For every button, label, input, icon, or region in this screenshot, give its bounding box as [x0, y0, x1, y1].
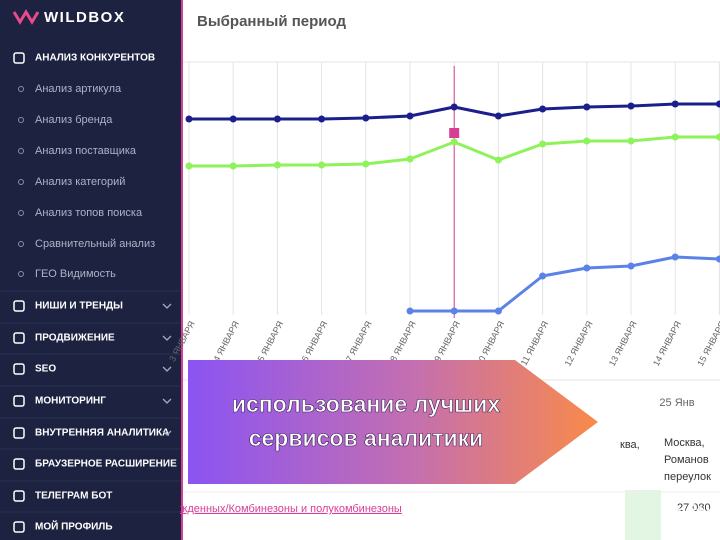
logo: WILDBOX — [44, 9, 125, 26]
point — [185, 162, 193, 170]
page-title: Выбранный период — [197, 13, 346, 30]
table-cell: Москва, — [664, 437, 705, 449]
table-cell: ква, — [620, 439, 640, 451]
chevron — [162, 303, 172, 309]
banner-text: использование лучших — [232, 391, 501, 417]
sidebar — [0, 0, 182, 540]
sidebar-edge — [181, 0, 183, 540]
table-amount: 27 080 — [677, 502, 711, 514]
menu-item[interactable]: ТЕЛЕГРАМ БОТ — [35, 491, 112, 502]
menu-icon — [13, 395, 25, 407]
menu-item[interactable]: БРАУЗЕРНОЕ РАСШИРЕНИЕ — [35, 459, 177, 470]
point — [494, 156, 502, 164]
menu-bullet — [18, 271, 24, 277]
watermark: Avito — [660, 500, 719, 527]
point — [229, 115, 237, 123]
submenu-item[interactable]: ГЕО Видимость — [35, 268, 116, 280]
submenu-item[interactable]: Анализ топов поиска — [35, 207, 143, 219]
chevron — [162, 430, 172, 436]
point — [671, 133, 679, 141]
point — [627, 262, 635, 270]
menu-icon — [13, 458, 25, 470]
submenu-item[interactable]: Анализ категорий — [35, 176, 125, 188]
menu-bullet — [18, 179, 24, 185]
menu-icon — [13, 363, 25, 375]
menu-bullet — [18, 241, 24, 247]
menu-item[interactable]: ПРОДВИЖЕНИЕ — [35, 333, 115, 344]
menu-item[interactable]: SEO — [35, 364, 56, 375]
submenu-item[interactable]: Анализ артикула — [35, 83, 122, 95]
menu: АНАЛИЗ КОНКУРЕНТОВ Анализ артикула Анализ … — [0, 52, 181, 533]
point — [671, 100, 679, 108]
menu-item[interactable]: ВНУТРЕННЯЯ АНАЛИТИКА — [35, 428, 169, 439]
point — [406, 112, 414, 120]
category-link[interactable]: жденных/Комбинезоны и полукомбинезоны — [180, 503, 402, 515]
point — [539, 140, 547, 148]
point — [715, 133, 720, 141]
menu-icon — [13, 332, 25, 344]
menu-bullet — [18, 210, 24, 216]
point — [318, 161, 326, 169]
point — [494, 307, 502, 315]
point — [362, 114, 370, 122]
table-cell: Романов — [664, 454, 709, 466]
submenu-item[interactable]: Анализ поставщика — [35, 145, 137, 157]
menu-item[interactable]: МОНИТОРИНГ — [35, 396, 106, 407]
point — [406, 307, 414, 315]
point — [671, 253, 679, 261]
menu-item[interactable]: АНАЛИЗ КОНКУРЕНТОВ — [35, 53, 155, 64]
hover-marker — [449, 128, 460, 138]
point — [185, 115, 193, 123]
menu-bullet — [18, 117, 24, 123]
banner-text: сервисов аналитики — [249, 425, 484, 451]
point — [450, 307, 458, 315]
point — [539, 105, 547, 113]
point — [406, 155, 414, 163]
point — [627, 102, 635, 110]
point — [715, 255, 720, 263]
point — [494, 112, 502, 120]
menu-icon — [13, 490, 25, 502]
point — [583, 264, 591, 272]
point — [229, 162, 237, 170]
menu-icon — [13, 300, 25, 312]
chevron — [162, 335, 172, 341]
point — [450, 138, 458, 146]
banner — [188, 360, 598, 484]
menu-item[interactable]: МОЙ ПРОФИЛЬ — [35, 520, 113, 533]
table-cell-highlight — [625, 490, 661, 540]
point — [583, 137, 591, 145]
chevron — [162, 398, 172, 404]
point — [583, 103, 591, 111]
logo-icon — [12, 9, 40, 25]
table-date: 25 Янв — [659, 397, 694, 409]
point — [362, 160, 370, 168]
submenu-item[interactable]: Сравнительный анализ — [35, 238, 155, 250]
menu-icon — [13, 521, 25, 533]
menu-item[interactable]: НИШИ И ТРЕНДЫ — [35, 301, 123, 312]
point — [450, 103, 458, 111]
series-line — [410, 255, 720, 313]
table-cell: переулок — [664, 471, 711, 483]
submenu-item[interactable]: Анализ бренда — [35, 114, 113, 126]
menu-bullet — [18, 86, 24, 92]
point — [539, 272, 547, 280]
menu-icon — [13, 52, 25, 64]
point — [318, 115, 326, 123]
point — [273, 161, 281, 169]
header — [183, 0, 720, 50]
point — [715, 100, 720, 108]
menu-bullet — [18, 148, 24, 154]
menu-icon — [13, 427, 25, 439]
point — [627, 137, 635, 145]
point — [273, 115, 281, 123]
chevron — [162, 366, 172, 372]
